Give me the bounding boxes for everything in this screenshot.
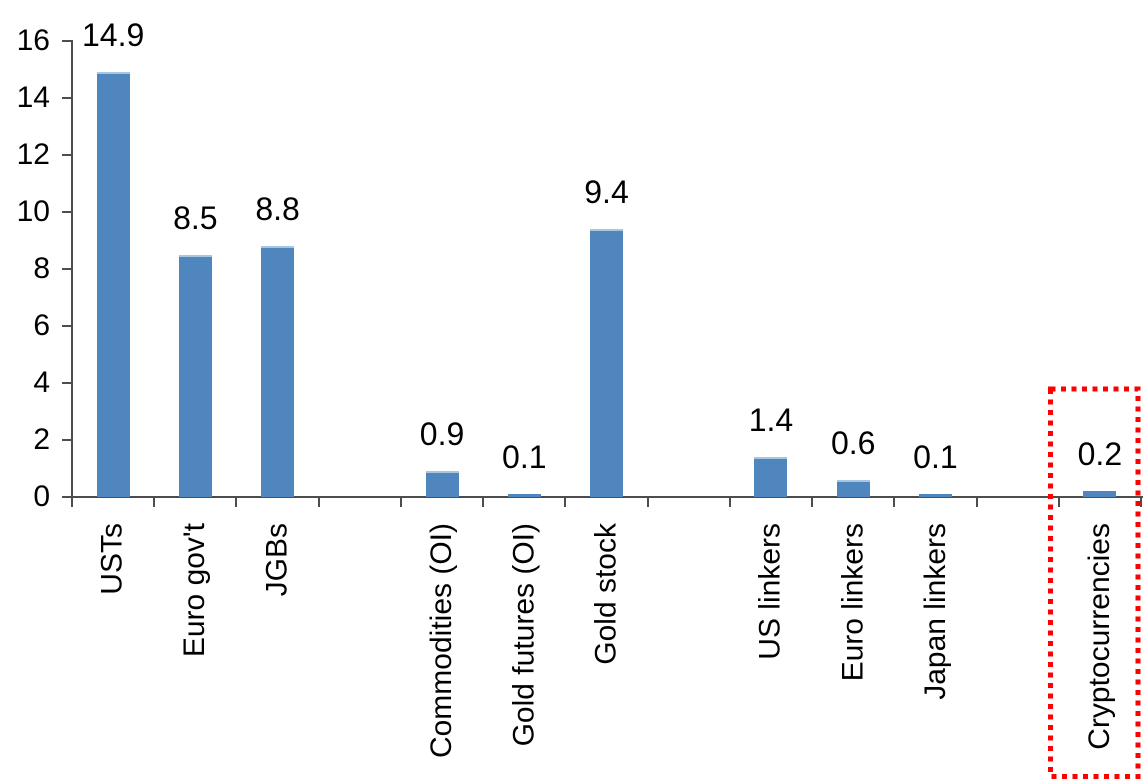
x-tick xyxy=(235,497,238,507)
y-tick xyxy=(62,97,72,99)
y-tick xyxy=(62,325,72,327)
x-axis-line xyxy=(71,496,1143,498)
category-label: Japan linkers xyxy=(918,523,952,700)
bar xyxy=(1083,491,1117,497)
x-tick xyxy=(482,497,485,507)
x-tick xyxy=(317,497,320,507)
bar xyxy=(590,229,623,497)
bar-value-label: 8.5 xyxy=(173,199,218,236)
bar-value-label: 9.4 xyxy=(584,174,629,211)
y-tick-label: 2 xyxy=(33,423,50,456)
y-tick-label: 14 xyxy=(16,81,50,114)
bar-value-label: 0.1 xyxy=(913,439,958,475)
bar xyxy=(96,72,130,497)
category-label: Commodities (OI) xyxy=(425,523,459,759)
bar-value-label: 14.9 xyxy=(81,17,145,54)
y-tick xyxy=(62,439,72,441)
x-tick xyxy=(728,497,731,507)
bar-value-label: 8.8 xyxy=(255,191,300,228)
y-tick xyxy=(62,154,72,156)
y-tick xyxy=(62,382,72,384)
x-tick xyxy=(893,497,896,507)
x-tick xyxy=(399,497,402,507)
x-tick xyxy=(153,497,156,507)
bar xyxy=(425,471,459,497)
bar xyxy=(836,479,870,497)
y-tick xyxy=(62,40,72,42)
category-label: Euro gov't xyxy=(178,523,212,658)
x-tick xyxy=(1140,497,1142,507)
category-label: Cryptocurrencies xyxy=(1082,523,1116,750)
y-tick xyxy=(62,268,72,270)
bar xyxy=(507,494,541,497)
y-tick xyxy=(62,496,72,498)
y-tick xyxy=(62,211,72,213)
x-tick xyxy=(811,497,814,507)
y-tick-label: 4 xyxy=(33,366,50,399)
bar xyxy=(261,246,295,497)
x-tick xyxy=(1057,497,1060,507)
category-label: JGBs xyxy=(260,523,294,597)
y-tick-label: 12 xyxy=(16,138,50,171)
y-tick-label: 8 xyxy=(33,252,50,285)
y-tick-label: 0 xyxy=(33,480,50,513)
bar-value-label: 0.6 xyxy=(830,424,876,461)
category-label: Gold futures (OI) xyxy=(507,523,541,747)
category-label: USTs xyxy=(96,523,130,595)
bar-value-label: 0.1 xyxy=(502,439,547,475)
y-axis-line xyxy=(71,40,73,498)
y-tick-label: 16 xyxy=(16,24,50,57)
bar xyxy=(178,254,212,497)
x-tick xyxy=(71,497,73,507)
bar xyxy=(918,494,952,497)
x-tick xyxy=(975,497,978,507)
x-tick xyxy=(564,497,567,507)
category-label: Gold stock xyxy=(589,523,623,665)
x-tick xyxy=(646,497,649,507)
y-tick-label: 10 xyxy=(16,195,50,228)
category-label: Euro linkers xyxy=(836,523,870,682)
bar-value-label: 0.9 xyxy=(419,416,465,453)
bar xyxy=(754,457,788,497)
category-label: US linkers xyxy=(753,523,787,660)
bar-value-label: 0.2 xyxy=(1077,436,1123,473)
bar-value-label: 1.4 xyxy=(748,402,794,439)
y-tick-label: 6 xyxy=(33,309,50,342)
